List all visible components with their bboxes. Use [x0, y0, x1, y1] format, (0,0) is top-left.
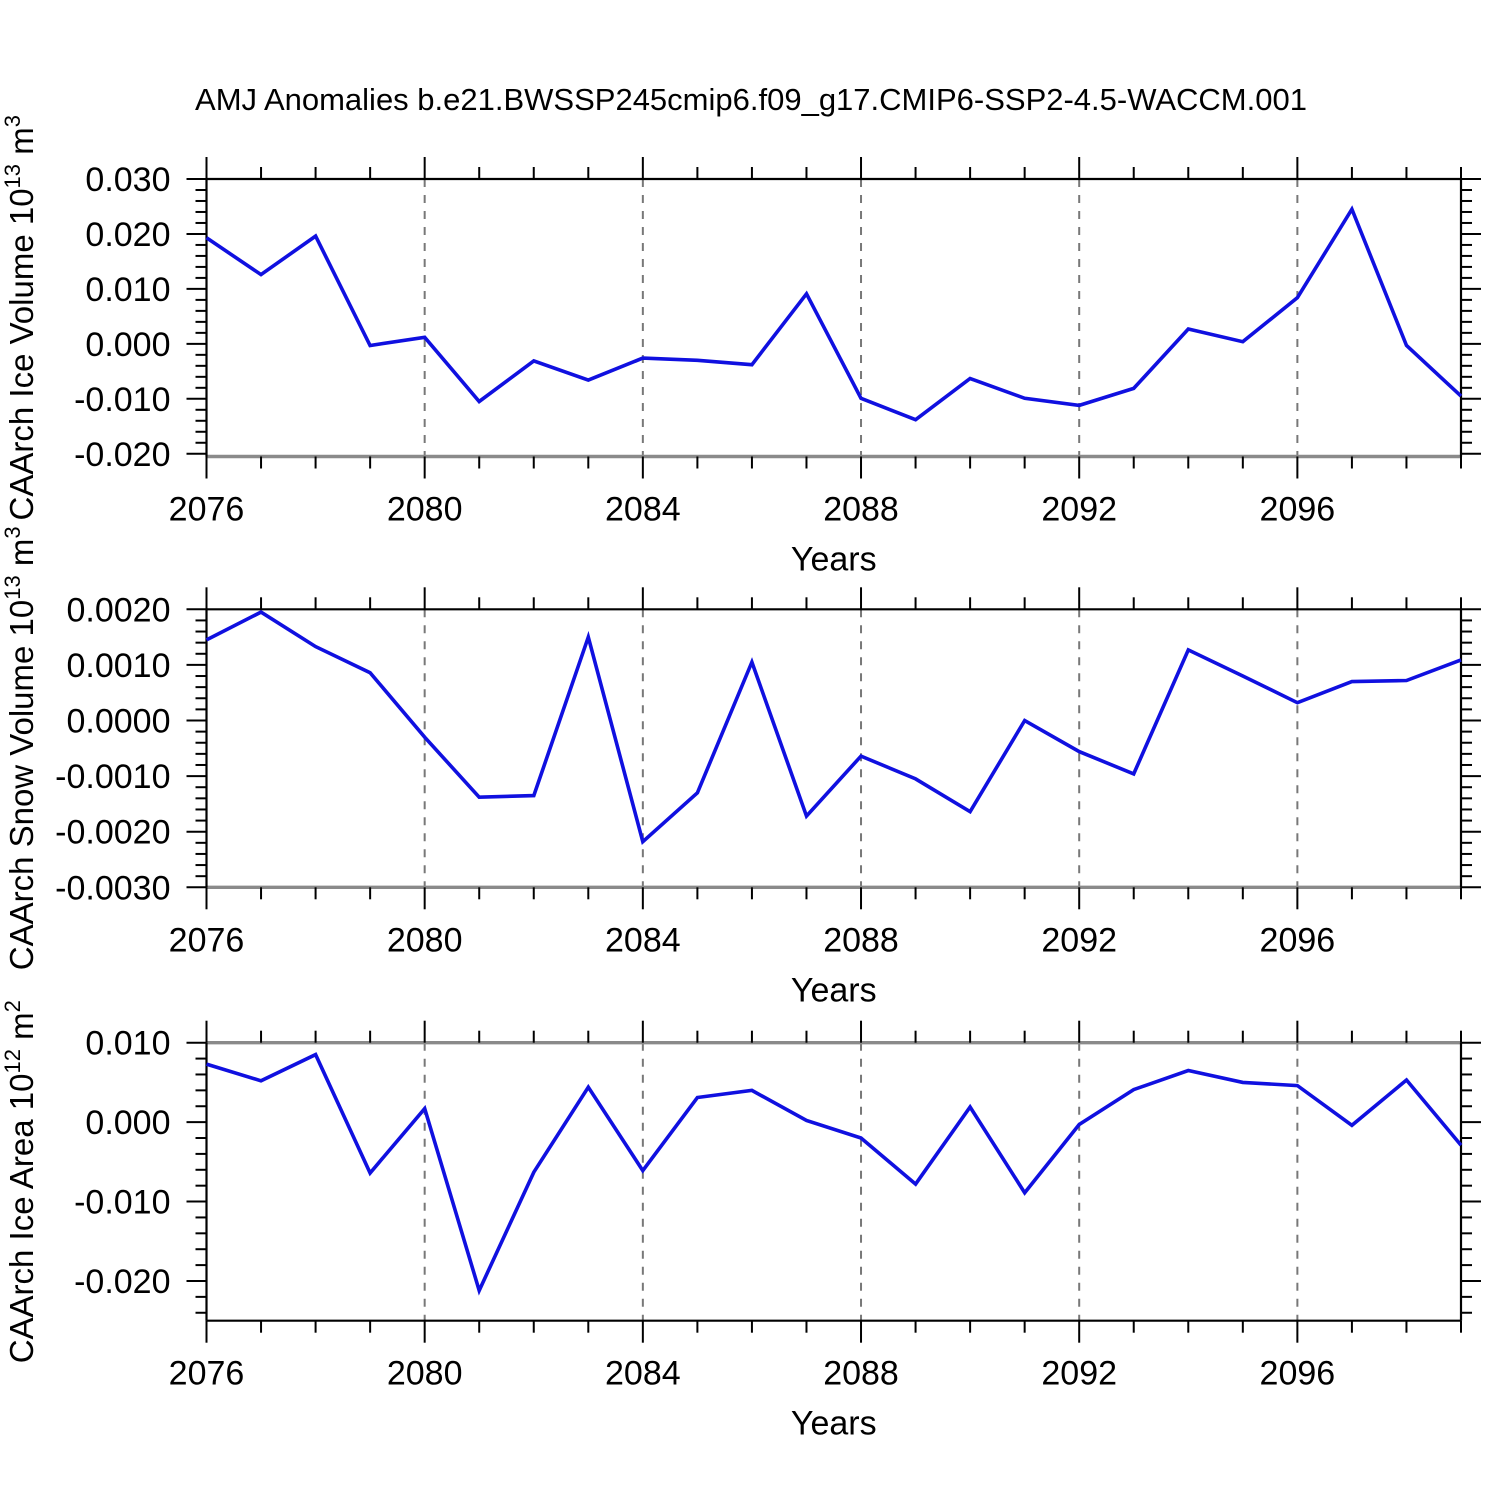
- gridlines: [423, 179, 1299, 457]
- x-tick-label: 2092: [1041, 1355, 1117, 1393]
- y-tick-label: 0.0010: [67, 647, 171, 685]
- y-tick-label: 0.010: [85, 1025, 170, 1063]
- y-tick-label: -0.020: [74, 436, 170, 474]
- x-tick-label: 2096: [1260, 921, 1336, 959]
- caarch-ice-area-line: [205, 1052, 1463, 1296]
- y-tick-labels: 0.0020 0.0010 0.0000 -0.0010 -0.0020 -0.0030: [55, 591, 170, 907]
- spines: [205, 608, 1463, 889]
- y-tick-label: 0.000: [85, 326, 170, 364]
- y-tick-label: 0.030: [85, 161, 170, 199]
- x-tick-label: 2080: [387, 491, 463, 529]
- y-tick-label: -0.020: [74, 1263, 170, 1301]
- panel-caarch-snow-volume: 0.0020 0.0010 0.0000 -0.0010 -0.0020 -0.0030 2…: [0, 526, 1481, 1009]
- x-tick-label: 2076: [169, 921, 245, 959]
- x-tick-label: 2076: [169, 491, 245, 529]
- caarch-snow-volume-line: [205, 610, 1462, 845]
- x-tick-label: 2080: [387, 921, 463, 959]
- y-ticks: [186, 608, 1481, 889]
- y-tick-labels: 0.010 0.000 -0.010 -0.020: [74, 1025, 170, 1301]
- x-tick-label: 2076: [169, 1355, 245, 1393]
- x-ticks: [205, 587, 1462, 910]
- x-tick-label: 2088: [823, 1355, 899, 1393]
- x-tick-label: 2092: [1041, 921, 1117, 959]
- x-tick-label: 2080: [387, 1355, 463, 1393]
- x-tick-labels: 2076 2080 2084 2088 2092 2096: [169, 921, 1336, 959]
- x-tick-label: 2084: [605, 1355, 681, 1393]
- x-axis-title: Years: [791, 1405, 877, 1443]
- y-tick-label: 0.0020: [67, 591, 171, 629]
- y-tick-label: 0.020: [85, 216, 170, 254]
- x-axis-title: Years: [791, 541, 877, 579]
- x-tick-label: 2088: [823, 921, 899, 959]
- y-tick-label: -0.010: [74, 1184, 170, 1222]
- x-ticks: [205, 1020, 1462, 1343]
- x-tick-label: 2084: [605, 921, 681, 959]
- y-axis-title: CAArch Snow Volume 1013 m3: [0, 526, 40, 970]
- y-ticks: [186, 1041, 1481, 1314]
- y-ticks: [186, 178, 1481, 455]
- x-ticks: [205, 157, 1462, 479]
- y-tick-label: 0.000: [85, 1104, 170, 1142]
- y-tick-label: 0.010: [85, 271, 170, 309]
- x-tick-label: 2092: [1041, 491, 1117, 529]
- x-tick-labels: 2076 2080 2084 2088 2092 2096: [169, 491, 1336, 529]
- x-tick-labels: 2076 2080 2084 2088 2092 2096: [169, 1355, 1336, 1393]
- y-tick-label: 0.0000: [67, 703, 171, 741]
- x-tick-label: 2096: [1260, 491, 1336, 529]
- y-tick-label: -0.010: [74, 381, 170, 419]
- y-axis-title: CAArch Ice Volume 1013 m3: [0, 115, 40, 520]
- x-axis-title: Years: [791, 971, 877, 1009]
- x-tick-label: 2096: [1260, 1355, 1336, 1393]
- y-axis-title: CAArch Ice Area 1012 m2: [0, 1000, 40, 1363]
- caarch-ice-volume-line: [205, 205, 1463, 422]
- spines: [205, 1040, 1463, 1322]
- y-tick-labels: 0.030 0.020 0.010 0.000 -0.010 -0.020: [74, 161, 170, 474]
- y-tick-label: -0.0020: [55, 814, 170, 852]
- panel-caarch-ice-volume: 0.030 0.020 0.010 0.000 -0.010 -0.020 2076 2080…: [0, 115, 1481, 579]
- chart-title: AMJ Anomalies b.e21.BWSSP245cmip6.f09_g1…: [195, 82, 1307, 117]
- y-tick-label: -0.0010: [55, 758, 170, 796]
- y-tick-label: -0.0030: [55, 869, 170, 907]
- x-tick-label: 2084: [605, 491, 681, 529]
- gridlines: [423, 1042, 1299, 1321]
- panels-group: 0.030 0.020 0.010 0.000 -0.010 -0.020 2076 2080…: [0, 115, 1481, 1443]
- gridlines: [423, 609, 1299, 888]
- x-tick-label: 2088: [823, 491, 899, 529]
